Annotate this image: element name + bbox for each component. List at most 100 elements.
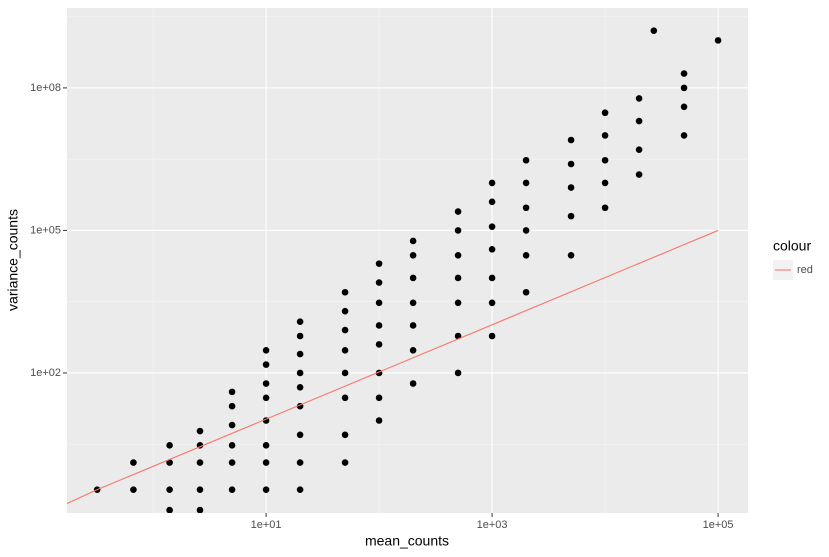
point <box>522 204 530 212</box>
legend: colour red <box>773 238 813 280</box>
point <box>130 486 137 493</box>
point <box>601 179 609 187</box>
point <box>488 332 496 340</box>
y-tick-label: 1e+08 <box>30 82 61 94</box>
point <box>522 288 530 296</box>
point <box>228 442 236 449</box>
point <box>488 246 496 253</box>
point <box>454 227 462 234</box>
point <box>375 341 383 348</box>
point <box>341 369 349 377</box>
point <box>296 383 304 391</box>
point <box>166 442 173 449</box>
point <box>341 347 349 354</box>
point <box>375 279 383 286</box>
point <box>567 251 575 259</box>
point <box>341 288 349 296</box>
point <box>296 431 304 439</box>
point <box>262 459 270 466</box>
x-tick-label: 1e+01 <box>251 519 282 531</box>
x-tick-label: 1e+03 <box>477 519 508 531</box>
point <box>454 208 462 215</box>
point <box>296 459 304 466</box>
point <box>567 212 575 220</box>
point <box>409 274 417 282</box>
point <box>341 431 349 439</box>
point <box>650 27 658 34</box>
point <box>680 132 688 139</box>
x-tick-label: 1e+05 <box>703 519 734 531</box>
point <box>488 299 496 307</box>
marks <box>67 27 722 513</box>
point <box>680 70 688 77</box>
point <box>262 361 270 368</box>
legend-title: colour <box>773 238 811 254</box>
point <box>635 117 643 125</box>
point <box>228 459 236 466</box>
y-tick-label: 1e+05 <box>30 224 61 236</box>
point <box>296 486 304 493</box>
point <box>375 260 383 267</box>
point <box>375 417 383 424</box>
point <box>680 103 688 111</box>
point <box>375 322 383 329</box>
point <box>522 179 530 187</box>
point <box>228 421 236 429</box>
point <box>488 179 496 187</box>
point <box>635 146 643 154</box>
point <box>567 160 575 168</box>
x-axis-title: mean_counts <box>365 533 449 549</box>
point <box>341 307 349 315</box>
point <box>228 486 236 493</box>
point <box>488 274 496 282</box>
point <box>409 347 417 354</box>
point <box>714 37 722 44</box>
point <box>409 380 417 387</box>
point <box>409 237 417 245</box>
point <box>166 506 173 513</box>
line <box>67 229 719 505</box>
point <box>601 132 609 139</box>
point <box>262 442 270 449</box>
point <box>262 486 270 493</box>
point <box>488 198 496 206</box>
point <box>601 109 609 117</box>
point <box>601 204 609 212</box>
y-axis-title: variance_counts <box>5 209 21 311</box>
point <box>375 394 383 402</box>
point <box>196 486 204 493</box>
point <box>196 459 204 466</box>
point <box>341 326 349 334</box>
point <box>166 486 173 493</box>
axes: 1e+01 1e+03 1e+05 1e+02 1e+05 1e+08 <box>30 82 733 531</box>
point <box>454 369 462 377</box>
point <box>375 299 383 307</box>
point <box>409 251 417 259</box>
point <box>228 402 236 410</box>
point <box>262 347 270 354</box>
panel <box>67 8 748 513</box>
point <box>635 95 643 102</box>
point <box>296 369 304 377</box>
point <box>635 171 643 178</box>
point <box>262 394 270 402</box>
point <box>680 84 688 92</box>
point <box>409 299 417 307</box>
y-tick-label: 1e+02 <box>30 367 61 379</box>
point <box>454 274 462 282</box>
point <box>130 459 137 466</box>
point <box>454 251 462 259</box>
point <box>196 506 204 513</box>
point <box>567 136 575 144</box>
point <box>409 322 417 329</box>
point <box>296 350 304 358</box>
point <box>341 394 349 402</box>
point <box>522 156 530 164</box>
point <box>454 299 462 307</box>
point <box>262 380 270 387</box>
point <box>228 388 236 396</box>
legend-label: red <box>797 264 813 276</box>
point <box>522 251 530 259</box>
point <box>296 318 304 325</box>
